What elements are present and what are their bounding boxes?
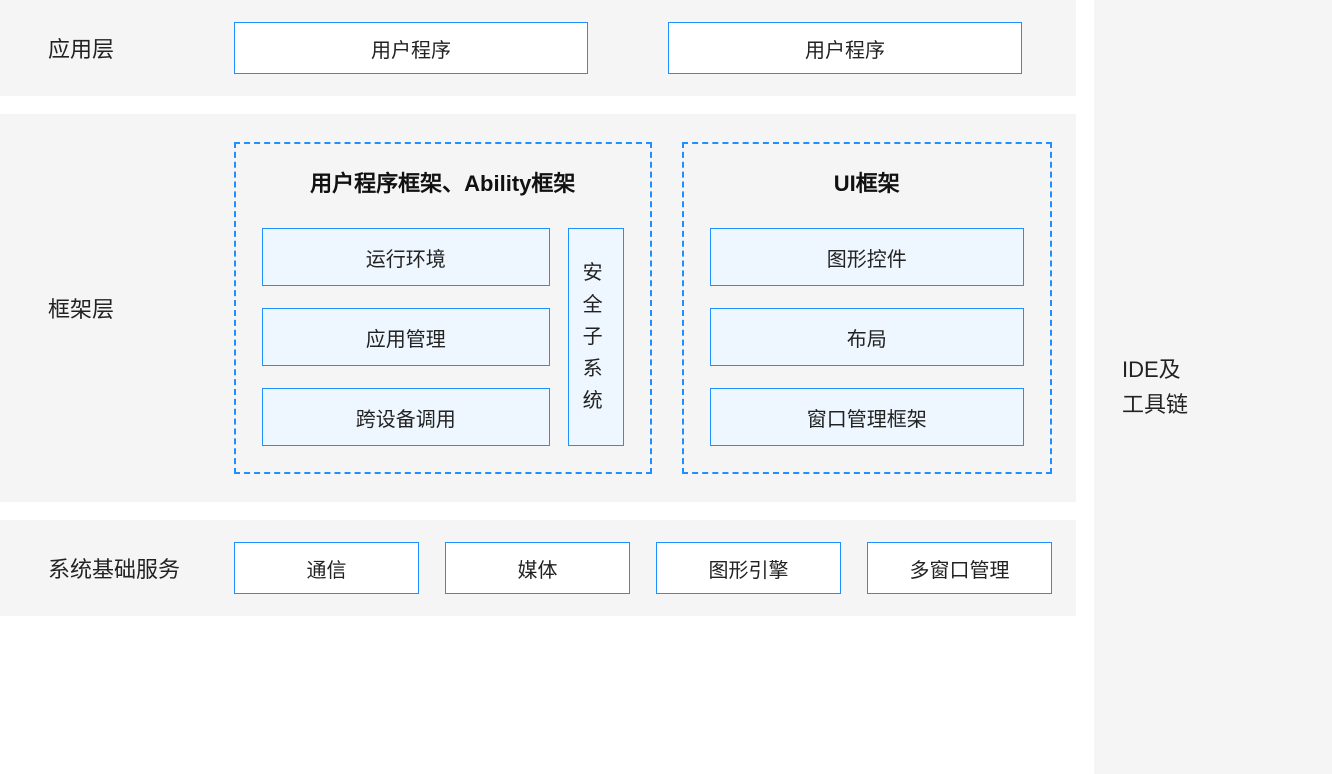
runtime-env-box: 运行环境 [262, 228, 550, 286]
framework-layer-label: 框架层 [24, 292, 234, 324]
comm-box: 通信 [234, 542, 419, 594]
ui-framework-group: UI框架 图形控件 布局 窗口管理框架 [682, 142, 1052, 474]
framework-layer: 框架层 用户程序框架、Ability框架 运行环境 应用管理 跨设备调用 安 全… [0, 114, 1076, 502]
framework-layer-content: 用户程序框架、Ability框架 运行环境 应用管理 跨设备调用 安 全 子 系 [234, 142, 1052, 474]
application-layer: 应用层 用户程序 用户程序 [0, 0, 1076, 96]
cross-device-box: 跨设备调用 [262, 388, 550, 446]
graphic-widgets-box: 图形控件 [710, 228, 1024, 286]
ide-toolchain-sidebar: IDE及 工具链 [1094, 0, 1332, 774]
security-subsystem-label: 安 全 子 系 统 [583, 257, 609, 417]
ui-framework-title: UI框架 [710, 166, 1024, 198]
services-layer: 系统基础服务 通信 媒体 图形引擎 多窗口管理 [0, 520, 1076, 616]
services-layer-content: 通信 媒体 图形引擎 多窗口管理 [234, 542, 1052, 594]
main-column: 应用层 用户程序 用户程序 框架层 用户程序框架、Ability框架 运行环境 … [0, 0, 1076, 616]
user-program-box-2: 用户程序 [668, 22, 1022, 74]
ability-stack: 运行环境 应用管理 跨设备调用 [262, 228, 550, 446]
ability-framework-body: 运行环境 应用管理 跨设备调用 安 全 子 系 统 [262, 228, 624, 446]
app-mgmt-box: 应用管理 [262, 308, 550, 366]
media-box: 媒体 [445, 542, 630, 594]
application-layer-content: 用户程序 用户程序 [234, 22, 1052, 74]
user-program-box-1: 用户程序 [234, 22, 588, 74]
ui-stack: 图形控件 布局 窗口管理框架 [710, 228, 1024, 446]
graphics-engine-box: 图形引擎 [656, 542, 841, 594]
services-layer-label: 系统基础服务 [24, 552, 234, 584]
ide-toolchain-label: IDE及 工具链 [1122, 352, 1188, 422]
window-mgmt-box: 窗口管理框架 [710, 388, 1024, 446]
ability-framework-title: 用户程序框架、Ability框架 [262, 166, 624, 198]
application-layer-label: 应用层 [24, 32, 234, 64]
multiwindow-box: 多窗口管理 [867, 542, 1052, 594]
ability-framework-group: 用户程序框架、Ability框架 运行环境 应用管理 跨设备调用 安 全 子 系 [234, 142, 652, 474]
ui-framework-body: 图形控件 布局 窗口管理框架 [710, 228, 1024, 446]
security-subsystem-box: 安 全 子 系 统 [568, 228, 624, 446]
layout-box: 布局 [710, 308, 1024, 366]
